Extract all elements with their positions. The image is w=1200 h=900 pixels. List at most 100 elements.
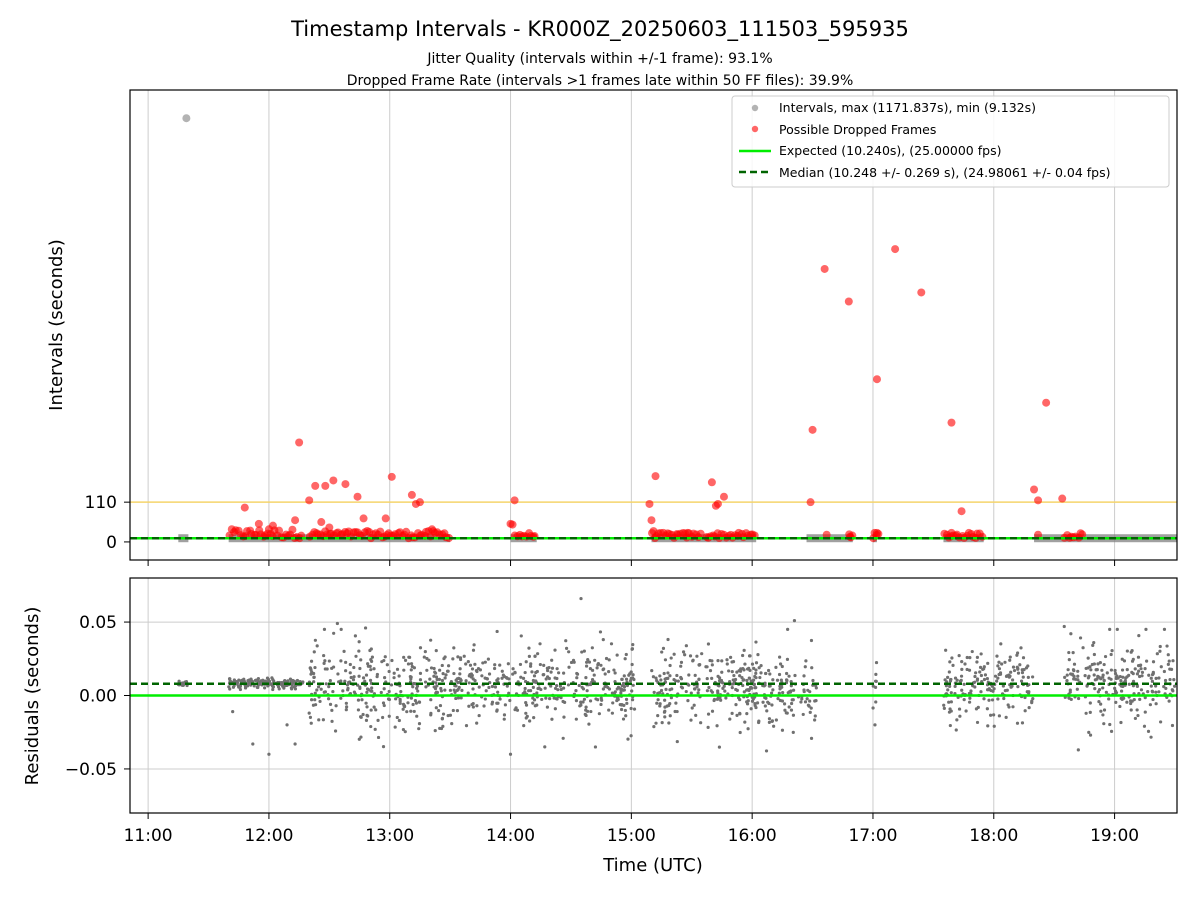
residual-point [712,697,717,702]
residual-point [621,717,626,721]
residual-point [422,655,426,659]
residual-point [1109,652,1113,657]
residual-point [1020,671,1025,675]
residual-point [771,688,775,692]
residual-point [705,676,709,681]
residual-point [490,684,495,689]
residual-point [476,667,481,671]
residual-point [319,687,323,691]
residuals-y-tick-label-0: −0.05 [65,760,117,780]
residual-point [750,699,755,703]
residual-point [969,689,973,693]
residual-point [979,673,984,678]
residual-point [743,720,747,724]
residual-point [660,650,664,654]
residual-point [1125,649,1129,653]
residual-point [519,675,523,679]
residual-point [409,709,413,713]
residual-point [785,678,789,683]
dropped-frame-point-31 [713,499,722,508]
residual-point [339,679,343,683]
residual-point [1076,669,1080,673]
residual-point [469,672,473,676]
x-tick-label-6: 17:00 [848,826,897,846]
residual-point [1101,713,1105,717]
residual-point [729,655,733,659]
residual-point [389,683,394,687]
residual-point [1143,696,1147,700]
residual-point [709,689,713,693]
residual-point [475,721,479,725]
residual-point [604,656,609,661]
residual-point [587,682,591,686]
residual-point [656,714,660,718]
residual-point [688,654,693,658]
residual-point [1107,676,1111,680]
residual-point [997,672,1001,677]
residual-outlier-point-7 [363,626,368,630]
residual-point [979,690,983,694]
residual-point [538,662,542,667]
dropped-frame-point-24 [645,499,654,508]
residual-point [746,699,750,703]
residual-point [652,690,656,695]
residual-point [323,659,327,663]
residual-point [748,668,752,673]
residual-point [435,690,440,695]
residual-point [623,708,627,713]
residual-point [282,679,286,684]
residual-point [668,674,672,678]
residual-point [581,687,586,691]
residual-point [659,688,664,693]
residual-point [464,724,469,728]
residual-point [410,664,414,669]
dropped-frame-point-27 [649,527,658,536]
residual-point [1119,696,1123,700]
residual-point [376,735,381,740]
residual-point [373,727,377,731]
residual-point [364,673,369,677]
residual-point [228,677,232,681]
residual-point [316,685,321,689]
residual-point [1103,654,1108,659]
residual-point [584,664,589,668]
residual-point [1027,705,1031,710]
residual-point [440,678,445,683]
residual-point [948,684,952,688]
residual-point [982,677,987,682]
residual-point [974,707,979,711]
residual-point [968,696,972,700]
residual-point [706,642,711,646]
residual-point [366,664,370,668]
residual-point [1065,673,1069,677]
residual-point [630,698,635,702]
residual-point [778,684,782,688]
residual-point [535,691,539,695]
residual-point [1026,675,1030,679]
residual-point [368,678,373,682]
residual-point [667,721,671,725]
residual-point [472,643,476,647]
residual-point [471,648,476,652]
residual-point [1010,678,1015,682]
residual-point [658,704,662,708]
residual-point [716,674,720,678]
residual-point [991,689,995,693]
residual-point [460,688,464,693]
residual-point [609,642,614,646]
residual-point [441,672,445,676]
residual-point [473,662,477,666]
residual-point [619,691,623,695]
residual-point [768,684,772,688]
residual-point [754,640,758,644]
residual-point [301,680,305,684]
residual-point [1139,688,1144,692]
residual-point [359,735,363,739]
residual-point [995,679,999,683]
residual-point [663,658,668,662]
residual-point [606,685,610,690]
residual-point [328,702,333,706]
residual-point [752,666,756,670]
residual-point [663,698,667,702]
residual-point [553,676,557,680]
